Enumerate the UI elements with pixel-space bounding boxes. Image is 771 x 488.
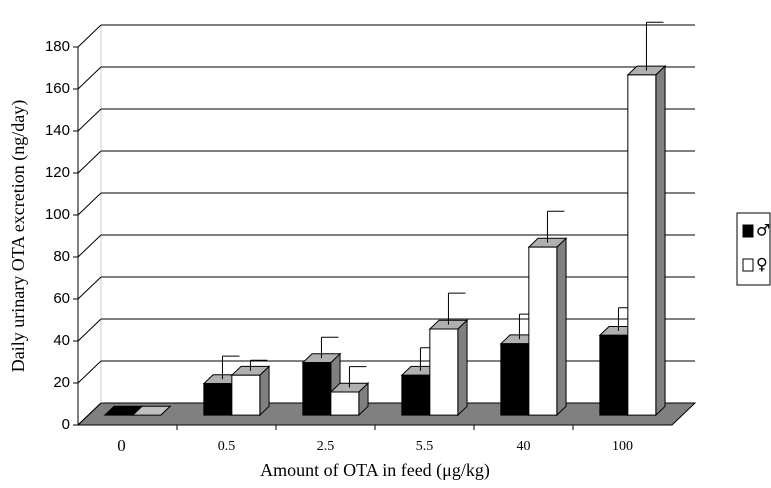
x-tick-label: 40: [517, 439, 531, 454]
bar-side: [655, 64, 666, 417]
bar-front: [599, 334, 629, 416]
bar-front: [231, 374, 261, 416]
y-tick-label: 80: [53, 248, 70, 265]
grid-line: [77, 360, 102, 384]
grid-line: [77, 234, 102, 258]
y-tick-label: 120: [45, 164, 70, 181]
y-axis-label: Daily urinary OTA excretion (ng/day): [8, 100, 29, 372]
bar-side: [457, 319, 468, 417]
grid-line: [77, 276, 102, 300]
y-tick-label: 20: [53, 374, 70, 391]
bar-front: [302, 362, 332, 416]
x-tick-label: 0: [117, 436, 126, 455]
bar-front: [401, 374, 431, 416]
bar-front: [330, 391, 360, 416]
x-tick-label: 0.5: [218, 439, 236, 454]
y-tick-label: 180: [45, 38, 70, 55]
y-tick-label: 160: [45, 80, 70, 97]
y-tick-label: 40: [53, 332, 70, 349]
legend-swatch: [742, 224, 754, 238]
legend-swatch: [742, 258, 754, 272]
legend-label: ♀: [756, 255, 768, 274]
bar: [329, 382, 370, 417]
bar-front: [429, 328, 459, 416]
bar-top: [131, 405, 172, 416]
bar: [131, 405, 172, 416]
bar: [230, 365, 271, 417]
bar-front: [627, 74, 657, 416]
grid-line: [77, 192, 102, 216]
grid-line: [77, 402, 102, 426]
grid-line: [77, 66, 102, 90]
grid-line: [77, 150, 102, 174]
y-tick-label: 140: [45, 122, 70, 139]
bar-side: [556, 237, 567, 417]
x-tick-label: 2.5: [317, 439, 335, 454]
bar: [428, 319, 469, 417]
legend-label: ♂: [756, 221, 770, 240]
bar: [626, 64, 667, 417]
bar: [527, 237, 568, 417]
bar-front: [528, 246, 558, 416]
bar-front: [500, 343, 530, 416]
y-tick-label: 0: [62, 416, 70, 433]
x-tick-label: 5.5: [416, 439, 434, 454]
grid-line: [77, 108, 102, 132]
bar-front: [203, 383, 233, 416]
x-axis-label: Amount of OTA in feed (μg/kg): [260, 460, 490, 481]
y-tick-label: 60: [53, 290, 70, 307]
y-tick-label: 100: [45, 206, 70, 223]
grid-line: [77, 24, 102, 48]
grid-line: [77, 318, 102, 342]
x-tick-label: 100: [612, 439, 633, 454]
